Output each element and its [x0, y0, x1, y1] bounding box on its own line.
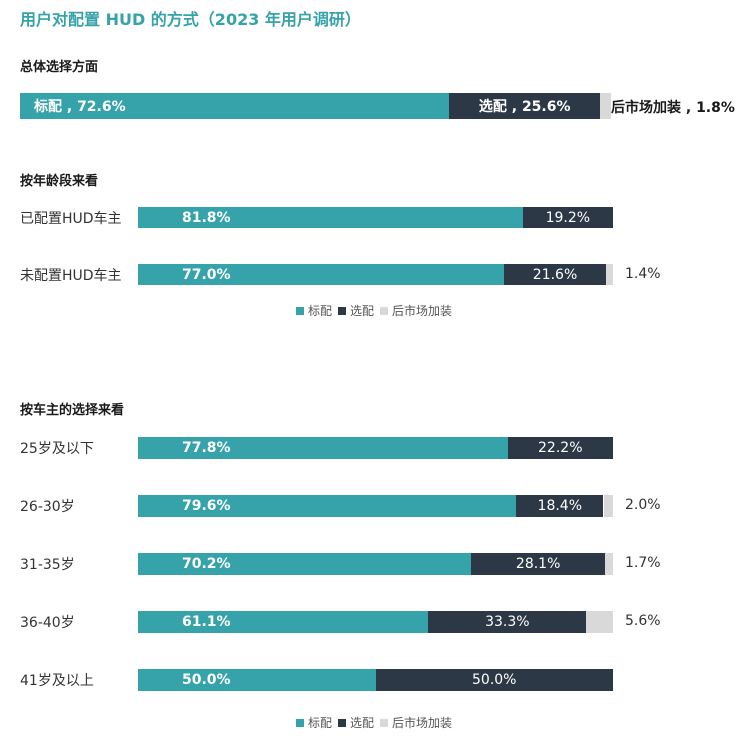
legend-item: 标配	[296, 302, 332, 319]
legend-swatch	[380, 306, 389, 315]
legend-swatch	[338, 718, 347, 727]
bar-aftermarket	[603, 495, 613, 517]
data-label: 50.0%	[182, 672, 231, 688]
bar-row	[138, 264, 613, 285]
category-label: 25岁及以下	[20, 441, 94, 457]
data-label: 50.0%	[472, 672, 517, 688]
bar-standard	[138, 553, 472, 575]
legend-swatch	[338, 306, 347, 315]
data-label: 61.1%	[182, 614, 231, 630]
legend-swatch	[296, 306, 304, 315]
data-label: 选配 , 25.6%	[478, 99, 571, 115]
data-label: 77.0%	[182, 266, 231, 283]
data-label: 28.1%	[515, 556, 561, 572]
legend-label: 选配	[350, 716, 375, 730]
legend-item: 标配	[296, 714, 332, 731]
chart-title: 用户对配置 HUD 的方式（2023 年用户调研）	[20, 10, 361, 29]
bar-standard	[138, 611, 429, 633]
data-label: 77.8%	[182, 440, 231, 456]
legend-swatch	[296, 718, 304, 727]
data-label: 22.2%	[538, 440, 583, 456]
data-label: 1.4%	[625, 265, 661, 282]
section-title: 按年龄段来看	[20, 174, 99, 189]
bar-aftermarket	[606, 264, 613, 285]
bar-optional	[375, 669, 613, 691]
bar-standard	[138, 669, 376, 691]
category-label: 已配置HUD车主	[20, 210, 122, 227]
legend-label: 标配	[308, 716, 333, 730]
bar-row	[138, 669, 613, 691]
bar-optional	[507, 437, 613, 459]
legend-label: 后市场加装	[392, 716, 453, 730]
bar-optional	[503, 264, 607, 285]
bar-aftermarket	[586, 611, 613, 633]
data-label: 标配 , 72.6%	[34, 99, 126, 115]
legend-item: 选配	[338, 302, 374, 319]
bar-standard	[138, 437, 508, 459]
data-label: 2.0%	[625, 497, 661, 513]
bar-optional	[428, 611, 587, 633]
bar-row	[138, 553, 613, 575]
data-label: 70.2%	[182, 556, 231, 572]
bar-row	[20, 93, 611, 119]
category-label: 36-40岁	[20, 615, 75, 631]
legend-item: 选配	[338, 714, 374, 731]
data-label: 21.6%	[532, 266, 578, 283]
data-label: 33.3%	[485, 614, 530, 630]
bar-optional	[449, 93, 601, 119]
data-label: 18.4%	[537, 498, 583, 514]
legend-label: 标配	[308, 304, 333, 318]
bar-row	[138, 437, 613, 459]
bar-row	[138, 611, 613, 633]
bar-standard	[20, 93, 450, 119]
data-label: 79.6%	[182, 498, 231, 514]
data-label: 1.7%	[625, 555, 661, 571]
category-label: 41岁及以上	[20, 673, 94, 689]
category-label: 31-35岁	[20, 557, 75, 573]
data-label: 后市场加装 , 1.8%	[611, 100, 735, 116]
legend-item: 后市场加装	[380, 714, 452, 731]
legend: 标配 选配 后市场加装	[296, 302, 452, 319]
category-label: 26-30岁	[20, 499, 75, 515]
bar-optional	[471, 553, 605, 575]
legend-label: 后市场加装	[392, 304, 453, 318]
bar-row	[138, 207, 613, 228]
data-label: 5.6%	[625, 613, 661, 629]
bar-standard	[138, 207, 523, 228]
bar-optional	[522, 207, 613, 228]
section-title: 按车主的选择来看	[20, 403, 125, 418]
legend-swatch	[380, 718, 389, 727]
data-label: 81.8%	[182, 209, 231, 226]
bar-aftermarket	[604, 553, 613, 575]
bar-row	[138, 495, 613, 517]
bar-optional	[516, 495, 604, 517]
legend: 标配 选配 后市场加装	[296, 714, 452, 731]
legend-label: 选配	[350, 304, 375, 318]
bar-aftermarket	[600, 93, 611, 119]
legend-item: 后市场加装	[380, 302, 452, 319]
bar-standard	[138, 264, 504, 285]
section-title: 总体选择方面	[20, 60, 99, 75]
category-label: 未配置HUD车主	[20, 267, 122, 284]
data-label: 19.2%	[545, 209, 591, 226]
bar-standard	[138, 495, 517, 517]
